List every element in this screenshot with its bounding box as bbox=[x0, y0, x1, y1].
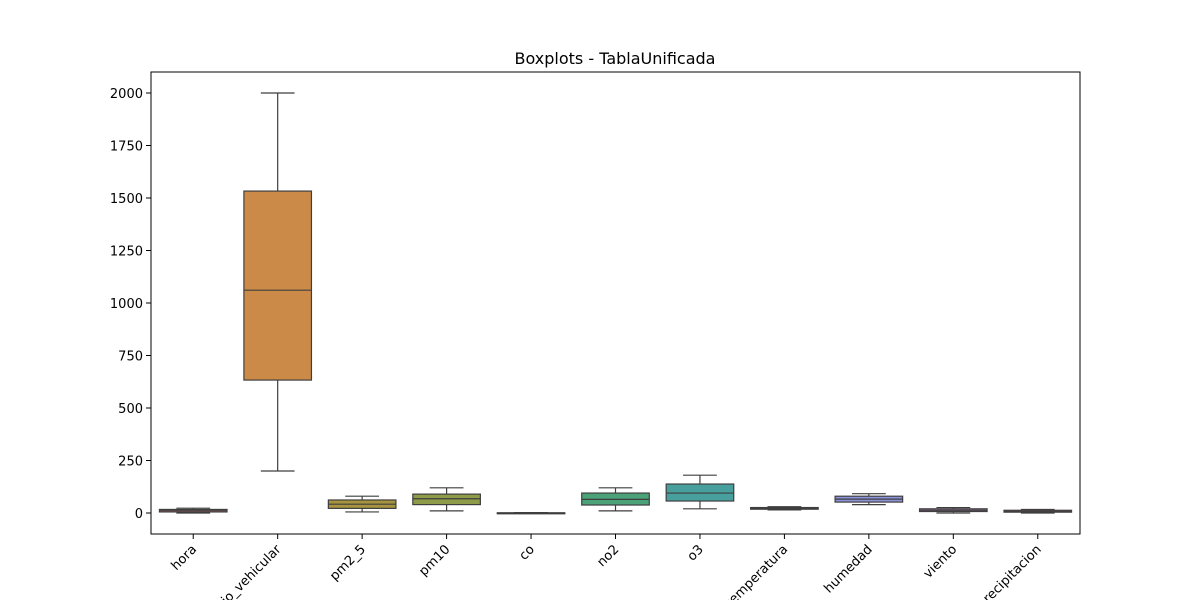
y-tick-label: 0 bbox=[135, 507, 143, 522]
y-tick-label: 1000 bbox=[110, 297, 143, 312]
y-tick-label: 1250 bbox=[110, 245, 143, 260]
y-tick-label: 500 bbox=[118, 402, 143, 417]
x-tick-label: flujo_vehicular bbox=[207, 542, 285, 600]
plot-frame bbox=[150, 71, 1081, 535]
plot-area: 0 250 500 750 1000 1250 1500 1750 2000 hora flujo_… bbox=[110, 87, 1073, 600]
x-tick-label: o3 bbox=[685, 542, 707, 564]
x-tick-label: pm10 bbox=[416, 542, 453, 579]
chart-title: Boxplots - TablaUnificada bbox=[515, 49, 716, 68]
box-pm10 bbox=[412, 493, 481, 506]
x-tick-label: co bbox=[517, 542, 538, 563]
x-tick-label: temperatura bbox=[723, 542, 792, 600]
x-tick-label: hora bbox=[169, 542, 200, 573]
x-tick-label: precipitacion bbox=[975, 542, 1045, 600]
x-tick-label: pm2_5 bbox=[327, 542, 369, 584]
y-tick-label: 750 bbox=[118, 350, 143, 365]
x-tick-label: no2 bbox=[594, 542, 622, 570]
y-tick-label: 2000 bbox=[110, 87, 143, 102]
x-tick-label: viento bbox=[921, 542, 960, 581]
box-flujo_vehicular bbox=[243, 190, 313, 381]
x-tick-label: humedad bbox=[822, 542, 876, 596]
y-tick-label: 250 bbox=[118, 455, 143, 470]
y-tick-label: 1750 bbox=[110, 140, 143, 155]
y-tick-label: 1500 bbox=[110, 192, 143, 207]
